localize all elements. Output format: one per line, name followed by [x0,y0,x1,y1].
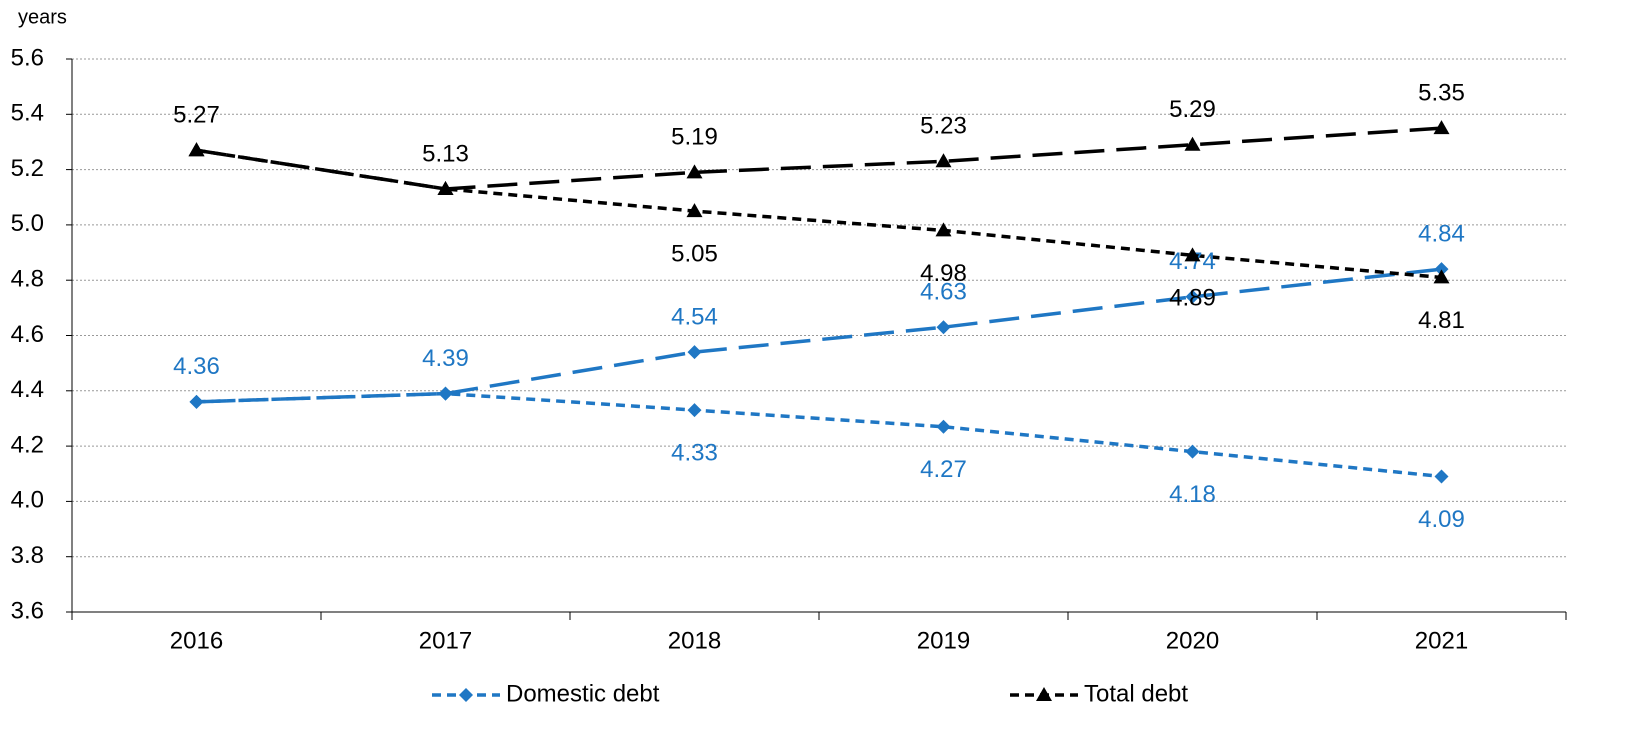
x-tick-label: 2020 [1166,627,1219,654]
marker [1184,136,1201,151]
data-label: 4.98 [920,260,967,287]
marker [1185,289,1200,304]
data-label: 5.29 [1169,96,1216,123]
data-label: 5.05 [671,240,718,267]
marker [936,320,951,335]
data-label: 5.35 [1418,79,1465,106]
data-label: 4.39 [422,345,469,372]
series-line [196,148,1442,280]
data-label: 4.27 [920,456,967,483]
marker [686,164,703,179]
legend-label: Domestic debt [506,680,660,707]
marker [438,386,453,401]
x-tick-label: 2016 [170,627,223,654]
legend-marker [1036,687,1052,701]
data-label: 5.19 [671,124,718,151]
data-label: 5.23 [920,113,967,140]
data-label: 4.63 [920,279,967,306]
marker [189,394,204,409]
y-tick-label: 4.6 [11,321,44,348]
y-axis-label: years [18,6,67,28]
data-label: 4.54 [671,303,718,330]
data-label: 5.27 [173,102,220,129]
marker [687,403,702,418]
y-tick-label: 5.0 [11,210,44,237]
data-label: 4.89 [1169,285,1216,312]
x-tick-label: 2018 [668,627,721,654]
marker [687,345,702,360]
data-label: 4.18 [1169,481,1216,508]
x-tick-label: 2021 [1415,627,1468,654]
y-tick-label: 5.2 [11,155,44,182]
marker [1184,247,1201,262]
x-tick-label: 2019 [917,627,970,654]
x-tick-label: 2017 [419,627,472,654]
data-label: 4.33 [671,439,718,466]
data-label: 4.36 [173,353,220,380]
marker [1433,120,1450,135]
marker [1434,469,1449,484]
y-tick-label: 5.6 [11,44,44,71]
y-tick-label: 3.6 [11,597,44,624]
marker [1185,444,1200,459]
marker [935,153,952,168]
marker [188,142,205,157]
series-line [196,126,1442,191]
data-label: 5.13 [422,140,469,167]
marker [686,203,703,218]
data-label: 4.81 [1418,307,1465,334]
marker [437,180,454,195]
y-tick-label: 4.2 [11,431,44,458]
y-tick-label: 3.8 [11,542,44,569]
y-tick-label: 4.4 [11,376,44,403]
legend-label: Total debt [1084,680,1188,707]
legend-marker [459,688,473,702]
y-tick-label: 4.8 [11,266,44,293]
y-tick-label: 4.0 [11,487,44,514]
marker [935,222,952,237]
marker [1434,262,1449,277]
series-line [196,391,1442,479]
y-tick-label: 5.4 [11,100,44,127]
marker [936,419,951,434]
data-label: 4.84 [1418,220,1465,247]
marker [1433,269,1450,284]
series-line [196,267,1442,404]
data-label: 4.09 [1418,506,1465,533]
